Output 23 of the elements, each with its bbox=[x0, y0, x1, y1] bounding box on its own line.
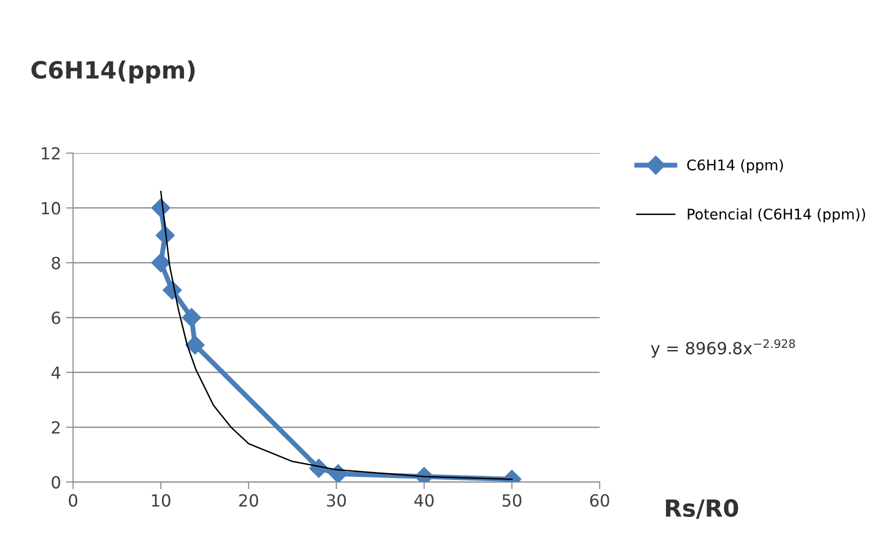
text: y = 8969.8x$^{−2.928}$ bbox=[650, 339, 795, 358]
x-tick-label: 0 bbox=[68, 494, 78, 507]
y-tick-label: 6 bbox=[52, 312, 60, 324]
point bbox=[151, 253, 170, 272]
point bbox=[186, 335, 205, 355]
point bbox=[328, 464, 348, 482]
chart-title: C6H14(ppm) bbox=[31, 60, 195, 84]
x-axis-title: Rs/R0 bbox=[666, 499, 738, 519]
y-tick-label: 8 bbox=[52, 256, 60, 270]
point bbox=[182, 308, 202, 328]
x-tick-label: 40 bbox=[414, 494, 434, 507]
x-tick-label: 20 bbox=[239, 494, 258, 507]
y-tick-label: 4 bbox=[51, 366, 60, 379]
y-tick-label: 12 bbox=[42, 147, 60, 160]
y-tick-label: 2 bbox=[52, 421, 60, 434]
legend-label: C6H14 (ppm) bbox=[687, 159, 783, 174]
y-tick-label: 10 bbox=[42, 202, 60, 214]
legend-label: Potencial (C6H14 (ppm)) bbox=[688, 208, 866, 222]
x-tick-label: 10 bbox=[152, 494, 170, 507]
x-tick-label: 60 bbox=[590, 494, 610, 507]
y-tick-label: 0 bbox=[52, 476, 60, 489]
x-tick-label: 50 bbox=[502, 494, 522, 507]
x-tick-label: 30 bbox=[327, 494, 346, 507]
